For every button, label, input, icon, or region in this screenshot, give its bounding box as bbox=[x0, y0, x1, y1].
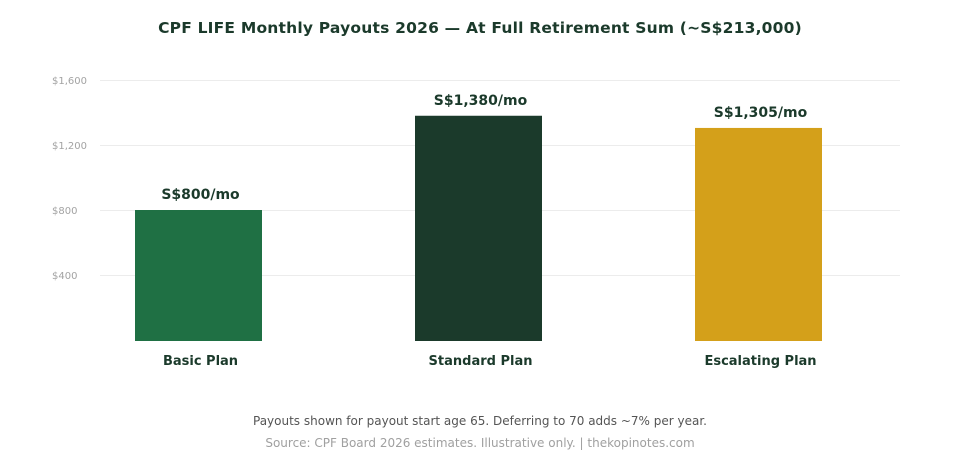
y-tick-label: $1,200 bbox=[52, 141, 87, 152]
category-labels: Basic Plan Standard Plan Escalating Plan bbox=[163, 354, 817, 369]
y-axis-ticks: $400 $800 $1,200 $1,600 bbox=[52, 76, 87, 282]
bar-basic-plan bbox=[135, 210, 262, 341]
category-label: Basic Plan bbox=[163, 354, 238, 369]
y-tick-label: $400 bbox=[52, 271, 77, 282]
data-label: S$1,380/mo bbox=[434, 93, 528, 109]
source-note: Source: CPF Board 2026 estimates. Illust… bbox=[265, 436, 695, 450]
bar-standard-plan bbox=[415, 115, 542, 341]
bar-chart: $400$800$1,200$1,600 S$800/moS$1,380/moS… bbox=[52, 76, 900, 369]
bars bbox=[135, 115, 822, 341]
data-labels: S$800/mo S$1,380/mo S$1,305/mo bbox=[161, 93, 807, 203]
category-label: Standard Plan bbox=[429, 354, 533, 369]
category-label: Escalating Plan bbox=[704, 354, 816, 369]
data-label: S$800/mo bbox=[161, 187, 240, 203]
chart-title: CPF LIFE Monthly Payouts 2026 — At Full … bbox=[158, 19, 802, 37]
y-tick-label: $800 bbox=[52, 206, 77, 217]
y-tick-label: $1,600 bbox=[52, 76, 87, 87]
data-label: S$1,305/mo bbox=[714, 105, 808, 121]
footnote: Payouts shown for payout start age 65. D… bbox=[253, 414, 707, 428]
bar-escalating-plan bbox=[695, 127, 822, 341]
